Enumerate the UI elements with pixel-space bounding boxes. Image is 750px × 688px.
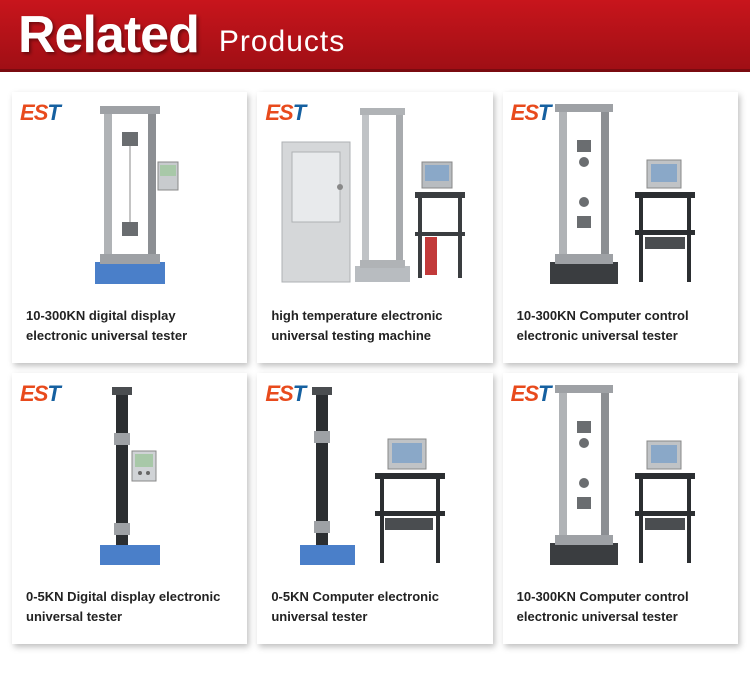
machine-icon bbox=[60, 92, 200, 292]
machine-icon bbox=[70, 373, 190, 573]
product-card[interactable]: EST 10-300KN digital display electronic … bbox=[12, 92, 247, 363]
product-title: 10-300KN Computer control electronic uni… bbox=[503, 573, 738, 644]
product-image: EST bbox=[257, 92, 492, 292]
est-logo: EST bbox=[20, 381, 60, 407]
header-banner: Related Products bbox=[0, 0, 750, 72]
est-logo: EST bbox=[265, 381, 305, 407]
product-image: EST bbox=[257, 373, 492, 573]
est-logo: EST bbox=[511, 100, 551, 126]
machine-icon bbox=[525, 92, 715, 292]
product-card[interactable]: EST 10-300KN Computer cont bbox=[503, 92, 738, 363]
est-logo: EST bbox=[511, 381, 551, 407]
machine-icon bbox=[525, 373, 715, 573]
machine-icon bbox=[280, 373, 470, 573]
product-image: EST bbox=[12, 92, 247, 292]
product-title: high temperature electronic universal te… bbox=[257, 292, 492, 363]
product-title: 10-300KN digital display electronic univ… bbox=[12, 292, 247, 363]
products-grid: EST 10-300KN digital display electronic … bbox=[0, 72, 750, 656]
product-card[interactable]: EST 0-5KN Digital display electronic uni… bbox=[12, 373, 247, 644]
est-logo: EST bbox=[20, 100, 60, 126]
product-title: 0-5KN Computer electronic universal test… bbox=[257, 573, 492, 644]
product-card[interactable]: EST high temperature electronic uni bbox=[257, 92, 492, 363]
product-image: EST bbox=[12, 373, 247, 573]
product-card[interactable]: EST 0-5KN Computer electronic universal … bbox=[257, 373, 492, 644]
est-logo: EST bbox=[265, 100, 305, 126]
product-card[interactable]: EST 10-300KN Computer cont bbox=[503, 373, 738, 644]
product-image: EST bbox=[503, 92, 738, 292]
product-title: 0-5KN Digital display electronic univers… bbox=[12, 573, 247, 644]
header-title-sub: Products bbox=[219, 25, 345, 59]
product-title: 10-300KN Computer control electronic uni… bbox=[503, 292, 738, 363]
header-title-main: Related bbox=[18, 5, 199, 65]
product-image: EST bbox=[503, 373, 738, 573]
